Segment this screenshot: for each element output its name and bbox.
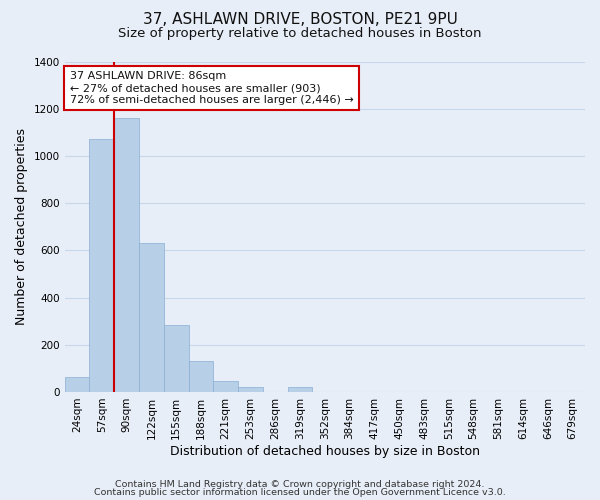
Bar	[164, 324, 188, 392]
Text: Size of property relative to detached houses in Boston: Size of property relative to detached ho…	[118, 28, 482, 40]
Bar	[238, 387, 263, 392]
Text: Contains HM Land Registry data © Crown copyright and database right 2024.: Contains HM Land Registry data © Crown c…	[115, 480, 485, 489]
Bar	[139, 244, 164, 392]
Bar	[65, 376, 89, 392]
Bar	[114, 118, 139, 392]
Y-axis label: Number of detached properties: Number of detached properties	[15, 128, 28, 325]
Bar	[188, 362, 214, 392]
Bar	[214, 380, 238, 392]
Bar	[89, 140, 114, 392]
Text: Contains public sector information licensed under the Open Government Licence v3: Contains public sector information licen…	[94, 488, 506, 497]
Bar	[287, 387, 313, 392]
X-axis label: Distribution of detached houses by size in Boston: Distribution of detached houses by size …	[170, 444, 480, 458]
Text: 37 ASHLAWN DRIVE: 86sqm
← 27% of detached houses are smaller (903)
72% of semi-d: 37 ASHLAWN DRIVE: 86sqm ← 27% of detache…	[70, 72, 353, 104]
Text: 37, ASHLAWN DRIVE, BOSTON, PE21 9PU: 37, ASHLAWN DRIVE, BOSTON, PE21 9PU	[143, 12, 457, 28]
